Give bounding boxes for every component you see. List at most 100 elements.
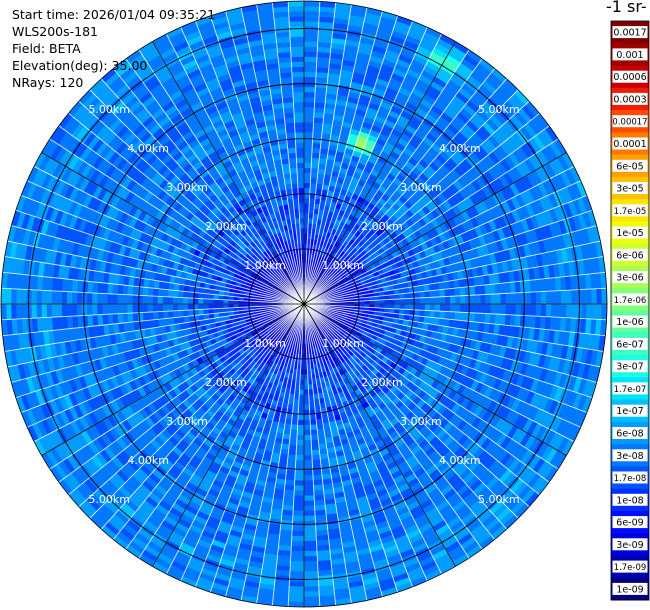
heatmap-cell — [399, 298, 406, 305]
heatmap-cell — [303, 127, 314, 133]
heatmap-cell — [434, 303, 441, 312]
heatmap-cell — [313, 484, 324, 491]
heatmap-cell — [490, 293, 497, 305]
heatmap-cell — [303, 0, 321, 7]
heatmap-cell — [303, 404, 310, 411]
heatmap-cell — [444, 288, 451, 297]
heatmap-cell — [303, 197, 310, 204]
heatmap-cell — [303, 550, 318, 557]
heatmap-cell — [591, 303, 598, 320]
heatmap-cell — [515, 303, 522, 316]
heatmap-cell — [550, 303, 557, 318]
heatmap-cell — [303, 162, 312, 169]
heatmap-cell — [465, 303, 471, 313]
heatmap-cell — [303, 101, 315, 108]
heatmap-cell — [303, 399, 310, 406]
heatmap-cells — [0, 0, 608, 608]
heatmap-cell — [303, 530, 317, 537]
heatmap-cell — [489, 283, 496, 295]
heatmap-cell — [399, 303, 406, 310]
heatmap-cell — [309, 182, 317, 189]
heatmap-cell — [312, 132, 323, 139]
heatmap-cell — [312, 469, 323, 476]
heatmap-cell — [525, 291, 532, 305]
heatmap-cell — [505, 292, 512, 305]
heatmap-cell — [389, 303, 396, 309]
heatmap-cell — [520, 292, 527, 305]
heatmap-cell — [303, 137, 313, 143]
heatmap-cell — [289, 566, 305, 572]
heatmap-cell — [310, 439, 320, 446]
heatmap-cell — [285, 474, 296, 481]
heatmap-cell — [294, 485, 305, 492]
heatmap-cell — [384, 299, 391, 305]
heatmap-cell — [500, 293, 507, 305]
heatmap-cell — [439, 310, 446, 320]
heatmap-cell — [439, 288, 446, 298]
heatmap-cell — [311, 454, 321, 461]
heatmap-cell — [479, 284, 486, 295]
heatmap-cell — [586, 288, 593, 305]
heatmap-cell — [303, 505, 316, 512]
heatmap-cell — [581, 303, 588, 320]
heatmap-cell — [475, 294, 481, 305]
heatmap-cell — [454, 311, 461, 321]
heatmap-cell — [311, 152, 321, 159]
heatmap-cell — [291, 414, 299, 421]
heatmap-cell — [309, 414, 317, 421]
heatmap-cell — [303, 450, 313, 456]
heatmap-cell — [475, 303, 481, 314]
heatmap-cell — [424, 290, 431, 298]
heatmap-cell — [313, 489, 325, 496]
heatmap-cell — [312, 127, 323, 134]
heatmap-cell — [566, 289, 572, 305]
heatmap-cell — [429, 310, 436, 318]
heatmap-cell — [303, 566, 319, 572]
heatmap-cell — [303, 116, 314, 123]
heatmap-cell — [445, 303, 451, 312]
heatmap-cell — [303, 217, 309, 224]
heatmap-cell — [295, 455, 305, 461]
heatmap-cell — [294, 470, 305, 476]
heatmap-cell — [310, 424, 318, 431]
heatmap-cell — [303, 81, 316, 88]
heatmap-cell — [298, 394, 305, 401]
heatmap-cell — [303, 41, 318, 48]
heatmap-cell — [540, 291, 547, 305]
heatmap-cell — [303, 419, 311, 426]
heatmap-cell — [303, 10, 320, 17]
heatmap-cell — [459, 311, 466, 322]
heatmap-cell — [450, 295, 456, 305]
heatmap-cell — [313, 479, 324, 486]
heatmap-cell — [310, 177, 318, 184]
heatmap-cell — [303, 212, 309, 219]
heatmap-cell — [293, 495, 305, 502]
heatmap-cell — [303, 15, 320, 22]
heatmap-cell — [310, 167, 319, 174]
heatmap-cell — [293, 490, 305, 497]
heatmap-cell — [434, 296, 441, 305]
heatmap-cell — [591, 288, 598, 305]
heatmap-cell — [429, 303, 436, 312]
heatmap-cell — [474, 312, 481, 323]
heatmap-cell — [297, 414, 305, 421]
heatmap-cell — [303, 571, 319, 577]
heatmap-cell — [581, 288, 588, 305]
heatmap-cell — [292, 515, 305, 522]
heatmap-cell — [449, 287, 456, 297]
heatmap-cell — [294, 475, 305, 481]
heatmap-cell — [419, 303, 426, 311]
heatmap-cell — [460, 295, 466, 305]
heatmap-cell — [303, 460, 313, 466]
heatmap-cell — [295, 450, 305, 456]
heatmap-cell — [515, 292, 522, 305]
heatmap-cell — [303, 515, 316, 522]
heatmap-cell — [303, 601, 321, 608]
heatmap-cell — [287, 449, 297, 456]
heatmap-cell — [520, 303, 527, 316]
heatmap-cell — [295, 460, 305, 466]
heatmap-cell — [601, 303, 608, 321]
heatmap-cell — [291, 530, 305, 537]
heatmap-cell — [450, 303, 456, 313]
heatmap-cell — [596, 288, 603, 305]
